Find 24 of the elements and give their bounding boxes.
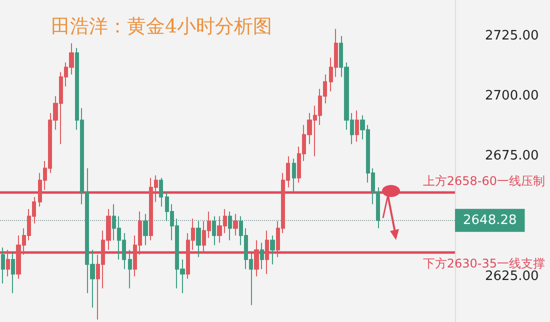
y-tick-label: 2725.00 (485, 28, 539, 44)
candlestick (228, 210, 232, 241)
candlestick (1, 247, 5, 284)
candlestick (233, 213, 238, 236)
candlestick (11, 252, 15, 294)
candlestick (196, 220, 201, 258)
candlestick (143, 213, 148, 246)
candlestick (292, 158, 296, 193)
candlestick (355, 110, 359, 142)
ref-line-label: 2648.28 (463, 212, 517, 228)
y-tick-label: 2675.00 (485, 148, 539, 164)
y-tick-label: 2625.00 (485, 268, 539, 284)
candlestick (260, 242, 264, 270)
y-tick-label: 2700.00 (485, 88, 539, 104)
candlestick (128, 249, 132, 289)
candlestick (265, 230, 269, 274)
text: 田浩洋：黄金4小时分析图 (51, 16, 272, 38)
candlestick (254, 240, 259, 277)
candlestick (6, 249, 10, 277)
ref-line-label: 下方2630-35一线支撑 (422, 256, 545, 270)
ref-line-label: 上方2658-60一线压制 (422, 174, 545, 188)
candlestick (212, 216, 216, 246)
candlestick (159, 177, 163, 208)
candlestick (270, 234, 275, 265)
